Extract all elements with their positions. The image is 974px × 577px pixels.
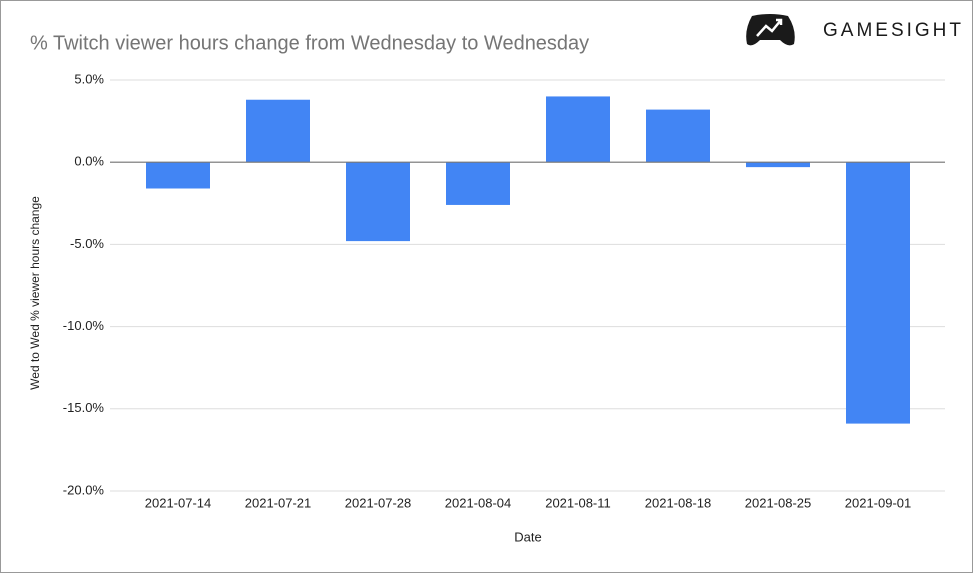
bar xyxy=(546,96,610,163)
x-axis-label: Date xyxy=(514,529,541,544)
x-tick-label: 2021-07-21 xyxy=(245,495,312,510)
bar xyxy=(746,162,810,168)
brand-logo xyxy=(746,14,795,46)
y-tick-label: 5.0% xyxy=(74,71,104,86)
x-tick-label: 2021-07-14 xyxy=(145,495,212,510)
y-tick-label: 0.0% xyxy=(74,154,104,169)
x-tick-label: 2021-08-11 xyxy=(545,495,611,510)
bar xyxy=(446,162,510,205)
brand-name: GAMESIGHT xyxy=(823,20,964,41)
x-tick-label: 2021-08-18 xyxy=(645,495,712,510)
chart-title: % Twitch viewer hours change from Wednes… xyxy=(30,32,589,54)
x-tick-label: 2021-09-01 xyxy=(845,495,912,510)
y-tick-label: -10.0% xyxy=(63,318,105,333)
y-axis-label: Wed to Wed % viewer hours change xyxy=(28,196,42,390)
x-tick-label: 2021-08-25 xyxy=(745,495,812,510)
y-tick-label: -5.0% xyxy=(70,236,104,251)
y-tick-label: -20.0% xyxy=(63,482,105,497)
bar xyxy=(246,99,310,163)
x-tick-label: 2021-08-04 xyxy=(445,495,512,510)
bar xyxy=(846,162,910,424)
bar xyxy=(646,109,710,163)
x-tick-label: 2021-07-28 xyxy=(345,495,412,510)
bar xyxy=(346,162,410,242)
y-tick-label: -15.0% xyxy=(63,400,105,415)
bar xyxy=(146,162,210,189)
